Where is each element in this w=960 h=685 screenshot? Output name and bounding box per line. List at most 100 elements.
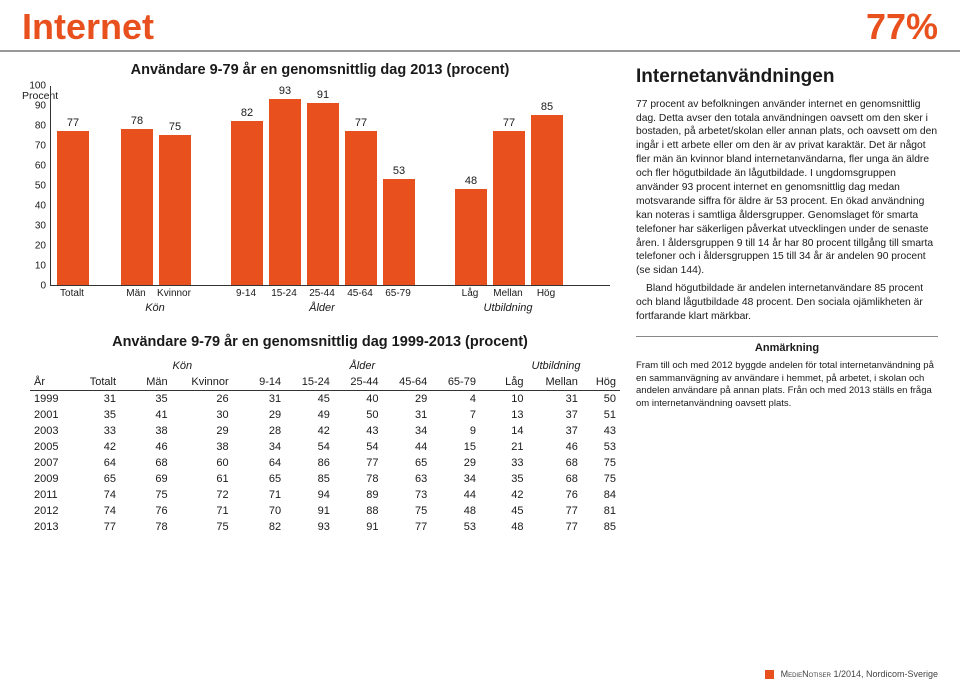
table-cell: 50 [334, 407, 383, 423]
table-cell [120, 471, 132, 487]
table-cell: 10 [492, 391, 528, 408]
bar: 77 [493, 131, 525, 285]
table-cell: 41 [132, 407, 172, 423]
x-tick-label: Låg [462, 288, 479, 299]
right-paragraph: 77 procent av befolkningen använder inte… [636, 98, 938, 279]
table-cell [120, 519, 132, 535]
x-tick-label: 15-24 [271, 288, 297, 299]
table-cell: 85 [582, 519, 620, 535]
table-cell: 2013 [30, 519, 74, 535]
table-cell: 65 [383, 455, 432, 471]
table-cell: 86 [285, 455, 334, 471]
table-group-header: Ålder [245, 358, 480, 374]
table-row: 20127476717091887548457781 [30, 503, 620, 519]
table-cell: 48 [492, 519, 528, 535]
table-cell: 51 [582, 407, 620, 423]
table-group-header: Utbildning [492, 358, 620, 374]
table-cell: 68 [527, 471, 581, 487]
bar-value-label: 93 [269, 85, 301, 97]
table-cell: 72 [172, 487, 233, 503]
table-cell [120, 487, 132, 503]
table-cell: 75 [172, 519, 233, 535]
table-cell: 34 [431, 471, 480, 487]
table-cell: 75 [582, 471, 620, 487]
table-column-header: Kvinnor [172, 374, 233, 391]
table-cell: 2001 [30, 407, 74, 423]
bar: 77 [57, 131, 89, 285]
table-cell: 77 [334, 455, 383, 471]
table-cell: 77 [527, 519, 581, 535]
table-cell: 93 [285, 519, 334, 535]
table-cell [120, 439, 132, 455]
table-cell: 38 [172, 439, 233, 455]
table-cell: 29 [431, 455, 480, 471]
table-cell [480, 439, 492, 455]
table-cell: 2011 [30, 487, 74, 503]
table-cell: 26 [172, 391, 233, 408]
table-cell: 46 [527, 439, 581, 455]
table-cell: 42 [492, 487, 528, 503]
table-cell [480, 391, 492, 408]
table-group-header [233, 358, 245, 374]
table-cell: 69 [132, 471, 172, 487]
bar: 48 [455, 189, 487, 285]
table-cell [480, 455, 492, 471]
table-cell: 14 [492, 423, 528, 439]
bar: 85 [531, 115, 563, 285]
table-cell: 74 [74, 487, 120, 503]
bar: 93 [269, 99, 301, 285]
table-row: 20054246383454544415214653 [30, 439, 620, 455]
chart-area: 0102030405060708090100 77787582939177534… [50, 86, 610, 316]
table-cell: 53 [431, 519, 480, 535]
y-tick: 30 [35, 221, 46, 232]
table-cell: 74 [74, 503, 120, 519]
table-cell [120, 423, 132, 439]
table-cell: 91 [285, 503, 334, 519]
table-cell [233, 487, 245, 503]
x-tick-label: Mellan [493, 288, 522, 299]
table-column-header: År [30, 374, 74, 391]
table-cell: 76 [132, 503, 172, 519]
table-cell [233, 455, 245, 471]
table-cell: 84 [582, 487, 620, 503]
table-cell: 88 [334, 503, 383, 519]
page-percent: 77% [866, 6, 938, 48]
table-row: 20076468606486776529336875 [30, 455, 620, 471]
bar-value-label: 48 [455, 175, 487, 187]
chart-title: Användare 9-79 år en genomsnittlig dag 2… [22, 62, 618, 78]
table-column-header: 45-64 [383, 374, 432, 391]
table-cell: 81 [582, 503, 620, 519]
table-cell: 77 [74, 519, 120, 535]
table-cell: 2007 [30, 455, 74, 471]
bar-value-label: 91 [307, 89, 339, 101]
table-cell: 89 [334, 487, 383, 503]
table-column-header: Män [132, 374, 172, 391]
left-column: Användare 9-79 år en genomsnittlig dag 2… [22, 56, 618, 535]
table-cell: 33 [74, 423, 120, 439]
table-cell [480, 487, 492, 503]
bar: 77 [345, 131, 377, 285]
table-cell: 76 [527, 487, 581, 503]
footer-brand: MedieNotiser [781, 669, 831, 679]
table-cell: 73 [383, 487, 432, 503]
table-cell: 75 [582, 455, 620, 471]
table-cell [233, 391, 245, 408]
x-tick-label: 65-79 [385, 288, 411, 299]
table-cell: 21 [492, 439, 528, 455]
table-cell: 1999 [30, 391, 74, 408]
table-cell: 82 [245, 519, 285, 535]
x-group-label: Kön [145, 302, 165, 314]
table-cell: 50 [582, 391, 620, 408]
table-cell: 40 [334, 391, 383, 408]
x-tick-label: 9-14 [236, 288, 256, 299]
table-cell [233, 503, 245, 519]
x-group-label: Utbildning [484, 302, 533, 314]
y-tick: 50 [35, 181, 46, 192]
table-cell: 85 [285, 471, 334, 487]
table-cell [480, 423, 492, 439]
table-cell: 77 [527, 503, 581, 519]
table-cell: 42 [285, 423, 334, 439]
table-cell: 71 [245, 487, 285, 503]
table-cell: 54 [285, 439, 334, 455]
x-group-label: Ålder [309, 302, 335, 314]
